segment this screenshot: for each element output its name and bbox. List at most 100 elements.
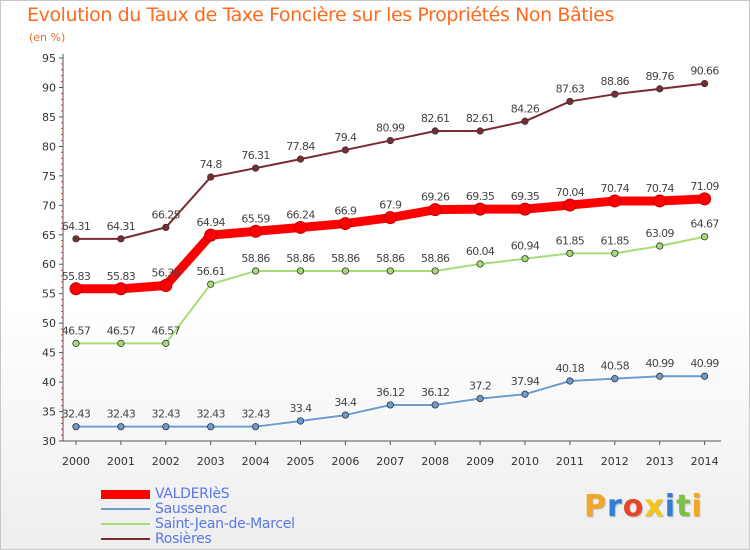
logo-letter: i [691,489,703,524]
data-label-saint-jean-de-marcel: 58.86 [421,252,450,265]
data-point-saint-jean-de-marcel [252,267,260,275]
data-label-saussenac: 32.43 [107,408,136,421]
data-point-rosi-res [207,173,215,181]
data-label-saint-jean-de-marcel: 60.94 [511,240,540,253]
data-point-valderi-s [294,220,307,234]
logo-letter: x [644,489,665,524]
data-label-saussenac: 40.58 [601,360,630,373]
data-point-saint-jean-de-marcel [431,267,439,275]
x-tick-label: 2000 [62,455,90,468]
data-label-valderi-s: 55.83 [62,270,91,283]
unit-label: (en %) [29,31,66,44]
data-label-valderi-s: 66.9 [334,205,357,218]
data-label-valderi-s: 67.9 [379,199,402,212]
data-label-valderi-s: 69.35 [511,190,540,203]
chart-title: Evolution du Taux de Taxe Foncière sur l… [27,4,615,26]
data-point-valderi-s [608,194,622,208]
data-label-saint-jean-de-marcel: 46.57 [62,324,91,337]
x-tick-label: 2012 [601,455,629,468]
data-point-saussenac [386,401,394,409]
data-point-saussenac [162,423,170,431]
logo-letter: P [584,489,607,524]
data-point-valderi-s [563,198,577,212]
data-point-rosi-res [341,146,349,154]
data-label-saint-jean-de-marcel: 58.86 [376,252,405,265]
data-label-valderi-s: 71.09 [690,180,719,193]
x-tick-label: 2002 [152,455,180,468]
data-label-rosi-res: 82.61 [466,112,495,125]
x-tick-label: 2006 [331,455,359,468]
data-point-valderi-s [338,217,352,231]
data-label-saint-jean-de-marcel: 58.86 [286,252,315,265]
logo-letter: r [607,489,623,524]
data-point-rosi-res [386,136,394,145]
data-label-rosi-res: 80.99 [376,122,405,135]
y-tick-label: 80 [42,140,56,153]
data-point-valderi-s [473,202,487,216]
data-point-valderi-s [204,228,218,242]
data-label-saint-jean-de-marcel: 64.67 [690,218,719,231]
x-tick-label: 2014 [691,455,719,468]
y-tick-label: 90 [42,81,56,94]
data-label-saussenac: 36.12 [376,386,405,399]
x-tick-label: 2009 [466,455,494,468]
data-point-saussenac [72,423,80,431]
data-label-saussenac: 37.94 [511,375,540,388]
data-point-saussenac [296,417,305,425]
data-point-saint-jean-de-marcel [656,242,664,250]
data-label-saint-jean-de-marcel: 61.85 [556,234,585,247]
x-tick-label: 2007 [376,455,404,468]
data-label-saussenac: 33.4 [289,402,312,415]
data-point-saussenac [117,423,125,431]
data-label-valderi-s: 70.74 [645,182,674,195]
legend-label-rosi-res: Rosières [155,531,212,547]
data-point-rosi-res [72,235,80,243]
data-point-valderi-s [114,282,128,296]
data-label-rosi-res: 84.26 [511,102,540,115]
data-point-rosi-res [252,164,260,172]
data-point-valderi-s [653,194,667,208]
data-label-saussenac: 32.43 [152,408,181,421]
data-point-saussenac [476,394,484,403]
data-label-rosi-res: 64.31 [107,220,136,233]
legend-label-saint-jean-de-marcel: Saint-Jean-de-Marcel [155,516,295,532]
data-point-saint-jean-de-marcel [117,339,125,347]
data-label-valderi-s: 70.74 [601,182,630,195]
data-label-saussenac: 36.12 [421,386,450,399]
data-label-valderi-s: 65.59 [241,212,270,225]
x-tick-label: 2011 [556,455,584,468]
data-point-rosi-res [700,79,709,88]
data-point-rosi-res [521,117,529,125]
x-tick-label: 2005 [287,455,315,468]
data-label-saint-jean-de-marcel: 56.61 [196,265,225,278]
y-tick-label: 30 [42,435,56,448]
data-label-rosi-res: 82.61 [421,112,450,125]
data-point-saussenac [656,372,664,380]
data-point-valderi-s [428,203,442,217]
x-tick-label: 2003 [197,455,225,468]
data-point-saussenac [431,401,439,409]
data-label-rosi-res: 87.63 [556,82,585,95]
y-tick-label: 35 [42,406,56,419]
data-point-saint-jean-de-marcel [386,267,394,275]
data-label-rosi-res: 66.25 [152,208,181,221]
y-tick-label: 55 [42,288,56,301]
data-label-rosi-res: 88.86 [601,75,630,88]
x-tick-label: 2004 [242,455,270,468]
data-label-valderi-s: 64.94 [196,216,225,229]
data-label-valderi-s: 69.26 [421,191,450,204]
logo-letter: i [664,489,677,524]
data-label-valderi-s: 69.35 [466,190,495,203]
data-point-saussenac [341,411,349,419]
data-point-saint-jean-de-marcel [521,255,529,263]
data-label-saint-jean-de-marcel: 46.57 [152,324,181,337]
data-label-saussenac: 40.99 [645,357,674,370]
legend-label-valderi-s: VALDERIèS [155,486,230,502]
data-label-saint-jean-de-marcel: 61.85 [601,234,630,247]
legend-swatch-saint-jean-de-marcel [101,523,150,525]
proxiti-logo: Proxiti [584,489,703,524]
data-point-saint-jean-de-marcel [162,339,170,347]
data-label-saint-jean-de-marcel: 63.09 [645,227,674,240]
x-tick-label: 2010 [511,455,539,468]
